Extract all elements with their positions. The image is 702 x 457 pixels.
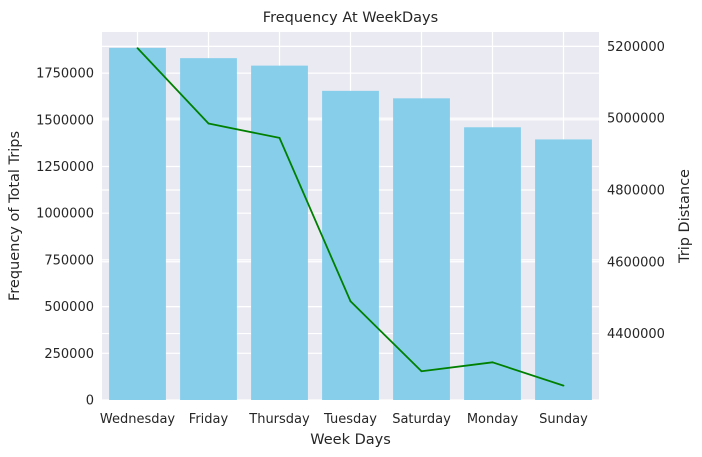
chart-title: Frequency At WeekDays [263, 10, 438, 26]
y-tick-label: 1000000 [36, 207, 94, 222]
y-tick-label: 250000 [44, 347, 94, 362]
y-tick-label: 0 [86, 394, 94, 409]
x-tick-label: Sunday [539, 412, 588, 427]
bar [464, 127, 521, 400]
y2-tick-label: 4800000 [607, 183, 665, 198]
x-axis-title: Week Days [310, 432, 391, 448]
y-tick-label: 750000 [44, 253, 94, 268]
bar [535, 139, 592, 400]
x-tick-label: Friday [189, 412, 229, 427]
x-tick-label: Tuesday [323, 412, 377, 427]
x-tick-label: Thursday [248, 412, 310, 427]
line-point [491, 361, 494, 364]
bar [393, 98, 450, 400]
tick-labels: 0 250000 500000 750000 1000000 1250000 1500000… [36, 40, 665, 427]
y2-tick-label: 4400000 [607, 327, 665, 342]
line-point [420, 370, 423, 373]
y-tick-label: 1750000 [36, 67, 94, 82]
y-tick-label: 1250000 [36, 160, 94, 175]
line-series [136, 47, 565, 387]
line-point [278, 137, 281, 139]
line-point [349, 300, 352, 303]
y2-tick-label: 5200000 [607, 40, 665, 55]
bar-series [109, 47, 592, 401]
x-tick-label: Saturday [392, 412, 451, 427]
y-tick-label: 500000 [44, 300, 94, 315]
line-point [562, 384, 565, 387]
line-point [136, 47, 139, 50]
y-tick-label: 1500000 [36, 113, 94, 128]
y-axis-title: Frequency of Total Trips [7, 131, 23, 301]
bar [109, 47, 166, 400]
bar [180, 58, 237, 400]
x-tick-label: Monday [467, 412, 519, 427]
y2-axis-title: Trip Distance [677, 169, 693, 264]
x-tick-label: Wednesday [100, 412, 176, 427]
y2-tick-label: 4600000 [607, 255, 665, 270]
y2-tick-label: 5000000 [607, 112, 665, 127]
bar [322, 90, 379, 400]
bar [251, 65, 308, 401]
line-point [207, 122, 210, 125]
